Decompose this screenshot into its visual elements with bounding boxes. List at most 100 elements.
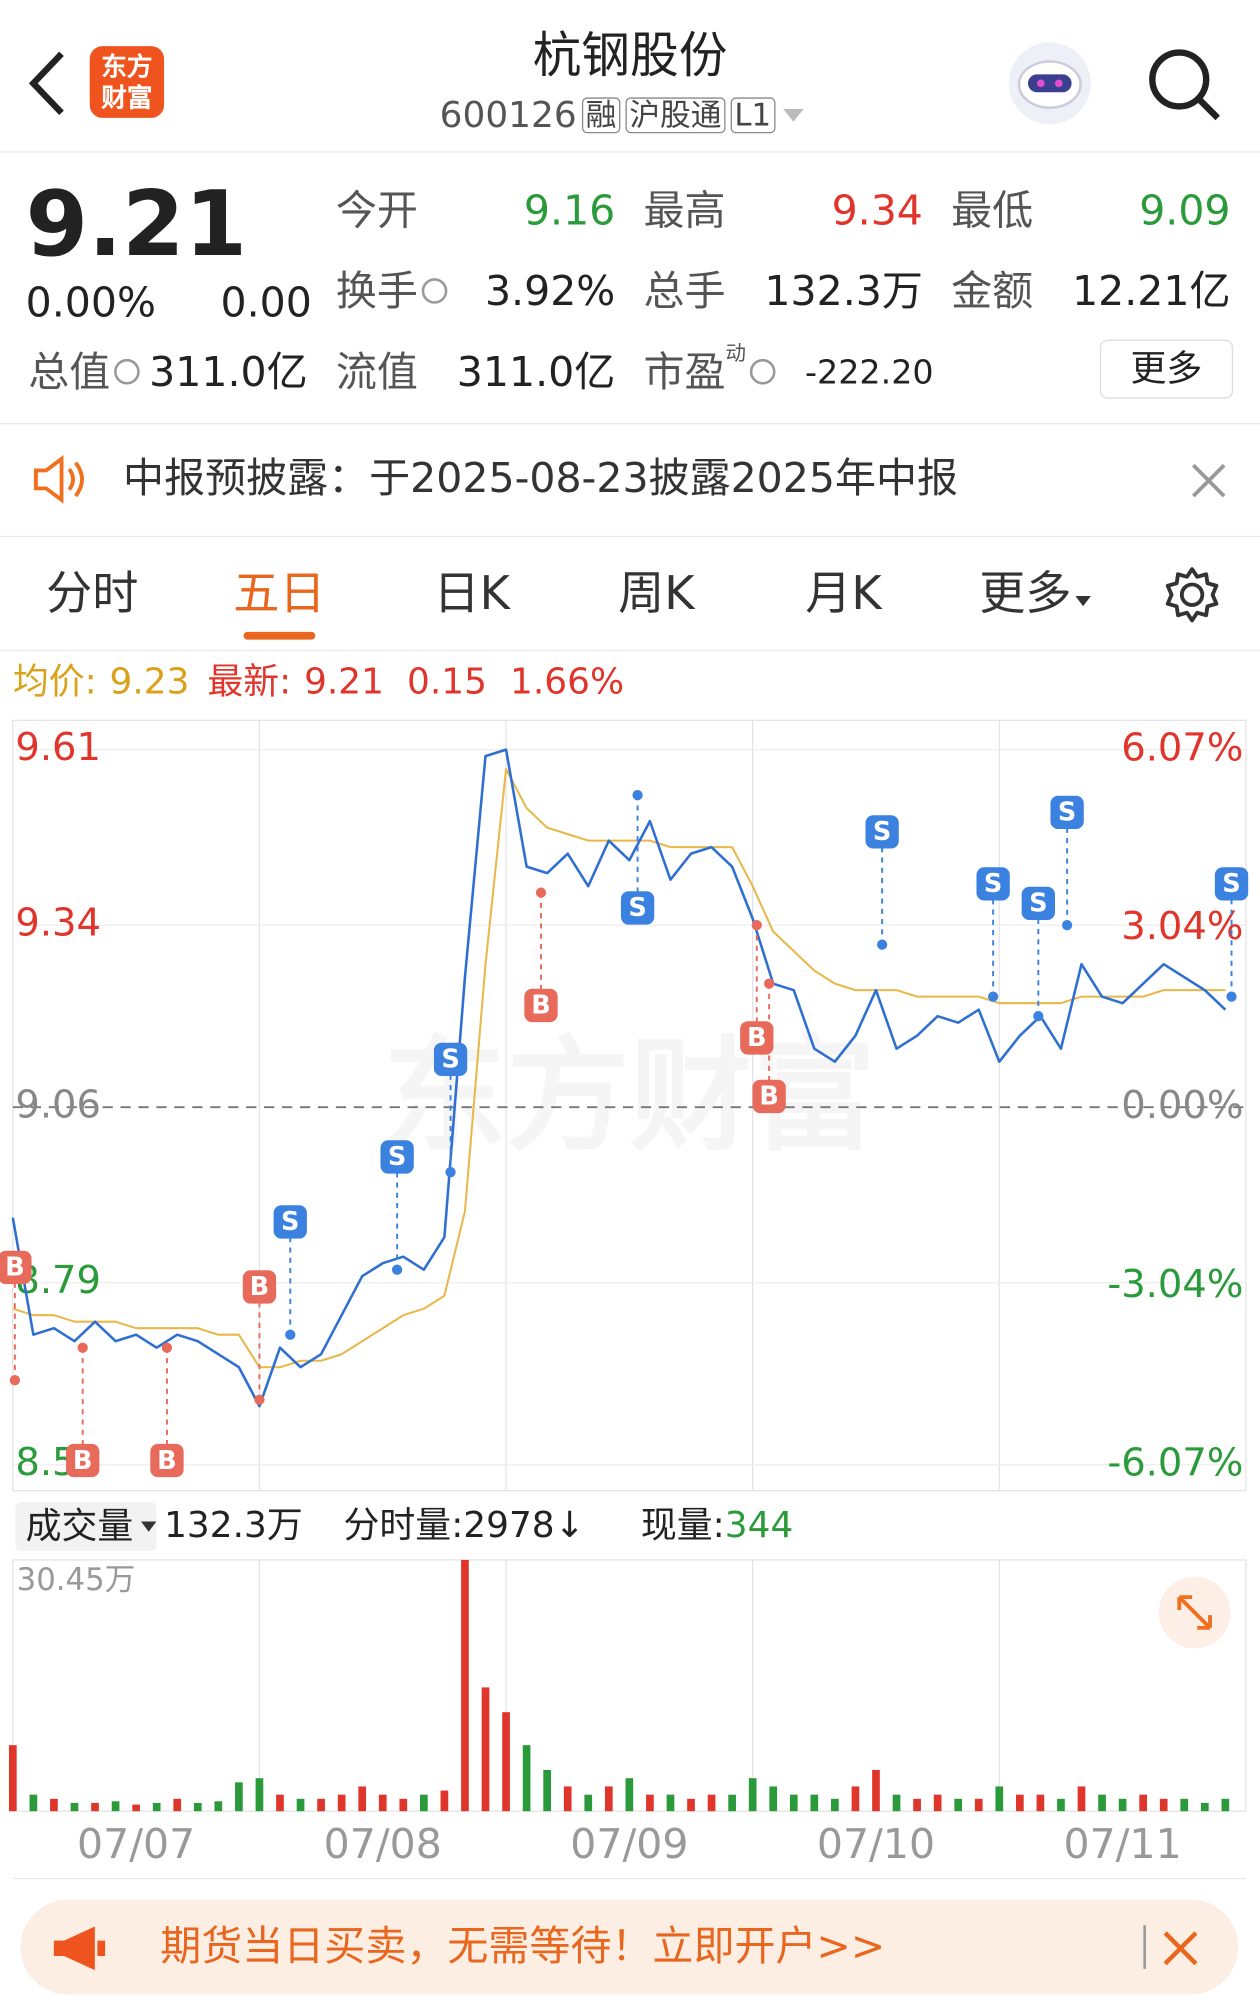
trade-badge [865, 815, 899, 849]
field-label: 流值 [336, 351, 418, 392]
info-icon[interactable] [421, 278, 448, 304]
now-value: 344 [724, 1503, 794, 1546]
close-banner[interactable] [1161, 1929, 1199, 1967]
field-label: 金额 [951, 270, 1033, 311]
tab[interactable]: 五日 [233, 567, 326, 621]
volume-bar [132, 1804, 140, 1812]
volume-bar [995, 1786, 1004, 1812]
trade-dot [392, 1264, 403, 1275]
volume-bar [420, 1794, 428, 1812]
trade-label: S [441, 1045, 459, 1075]
volume-bar [1221, 1798, 1230, 1812]
y2-tick-label: 0.00% [1121, 1083, 1243, 1128]
trade-dot [1226, 991, 1237, 1002]
x-tick-label: 07/08 [324, 1820, 442, 1868]
trade-label: S [1222, 869, 1240, 899]
y2-tick-label: 3.04% [1121, 904, 1243, 949]
volume-bar [872, 1769, 880, 1812]
trade-badge [524, 988, 558, 1023]
volume-bar [892, 1794, 901, 1812]
y-tick-label: 9.61 [15, 725, 101, 770]
field-value: -222.20 [804, 353, 934, 393]
settings-button[interactable] [1163, 565, 1222, 624]
volume-bar [707, 1794, 716, 1812]
change-pct: 1.66% [510, 660, 625, 703]
trade-badge [1050, 795, 1084, 830]
trade-label: B [157, 1446, 177, 1476]
info-icon[interactable] [114, 358, 140, 385]
volume-bar [296, 1798, 305, 1812]
search-button[interactable] [1143, 44, 1225, 126]
dropdown-arrow[interactable] [780, 106, 806, 124]
volume-bar [91, 1802, 99, 1812]
logo: 东方 财富 [89, 46, 165, 118]
field-value: 9.16 [523, 185, 616, 235]
trade-label: S [1029, 889, 1047, 919]
close-notice[interactable] [1190, 461, 1228, 499]
tab[interactable]: 周K [618, 567, 695, 621]
stock-code: 600126 [439, 93, 577, 136]
x-tick-label: 07/10 [817, 1820, 935, 1868]
volume-bar [1057, 1798, 1065, 1812]
trade-dot [1061, 920, 1073, 931]
volume-bar [851, 1786, 860, 1812]
expand-button[interactable] [1156, 1574, 1233, 1651]
volume-bar [255, 1778, 264, 1812]
change: 0.00 [220, 278, 312, 327]
promo-banner[interactable] [20, 1899, 1239, 1995]
field-label-text: 总值 [28, 347, 111, 397]
field-label-text: 金额 [951, 266, 1034, 316]
volume-selector[interactable]: 成交量 [15, 1502, 157, 1551]
more-button[interactable]: 更多 [1099, 339, 1234, 399]
notice-text[interactable]: 中报预披露：于2025-08-23披露2025年中报 [123, 453, 959, 503]
volume-bar [789, 1794, 798, 1812]
field-label: 最低 [951, 190, 1033, 231]
volume-bar [543, 1769, 552, 1812]
volume-bar [502, 1712, 510, 1812]
field-label: 总值 [28, 351, 140, 392]
volume-bar [378, 1794, 387, 1812]
latest-label: 最新: [207, 660, 292, 703]
trade-dot [632, 790, 643, 801]
trade-badge [242, 1270, 277, 1304]
volume-bar [563, 1786, 572, 1812]
trade-badge [433, 1042, 468, 1077]
change-value: 0.15 [407, 660, 487, 703]
field-value: 132.3万 [764, 266, 923, 316]
volume-bar [440, 1790, 449, 1812]
volume-bar [625, 1778, 634, 1812]
field-label: 最高 [643, 190, 725, 231]
trade-dot [877, 939, 888, 950]
tab[interactable]: 日K [433, 567, 510, 621]
divider [0, 649, 1260, 652]
volume-bar [1015, 1794, 1024, 1812]
assistant-avatar[interactable] [1005, 38, 1095, 128]
y-tick-label: 9.34 [15, 901, 101, 946]
tab[interactable]: 分时 [46, 567, 139, 621]
volume-bar [173, 1798, 182, 1812]
volume-bar [748, 1778, 757, 1812]
volume-bar [584, 1794, 593, 1812]
volume-total: 132.3万 [164, 1503, 303, 1546]
tab[interactable]: 更多 [959, 571, 1113, 618]
trade-dot [161, 1342, 173, 1353]
volume-bar [1159, 1798, 1168, 1812]
field-label-text: 今开 [335, 185, 418, 235]
trade-label: B [747, 1023, 767, 1053]
volume-bar [604, 1786, 613, 1812]
stock-tag: 沪股通 [625, 97, 726, 134]
banner-text[interactable]: 期货当日买卖，无需等待！立即开户>> [160, 1921, 886, 1971]
field-value: 9.09 [1139, 185, 1231, 235]
dropdown-arrow [1075, 596, 1091, 607]
avg-value: 9.23 [109, 660, 190, 703]
tab-underline [243, 631, 316, 640]
back-button[interactable] [23, 49, 69, 118]
info-icon[interactable] [749, 358, 776, 385]
trade-dot [9, 1375, 21, 1386]
tab[interactable]: 月K [805, 567, 882, 621]
y2-tick-label: 6.07% [1121, 725, 1243, 770]
volume-bar [50, 1798, 58, 1812]
volume-bar [29, 1794, 38, 1812]
volume-bar [358, 1786, 367, 1812]
x-tick-label: 07/07 [77, 1820, 195, 1868]
